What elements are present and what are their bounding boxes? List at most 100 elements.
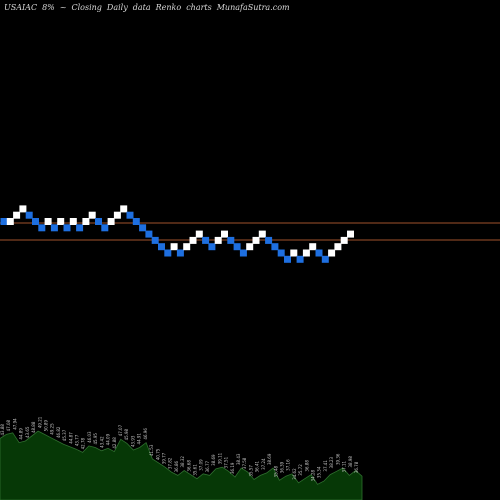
brick-21 [132, 218, 140, 225]
brick-6 [38, 224, 46, 232]
volume-label-8: 49.25 [50, 423, 55, 435]
data-label: data [132, 3, 151, 12]
volume-label-24: 41.53 [149, 444, 154, 456]
arrow: ~ [59, 3, 67, 12]
volume-panel [0, 430, 363, 500]
volume-label-38: 38.43 [236, 453, 241, 465]
brick-5 [32, 218, 39, 225]
volume-label-22: 44.91 [137, 433, 142, 445]
volume-label-56: 38.98 [348, 456, 353, 468]
brick-46 [290, 249, 298, 257]
volume-label-0: 43.88 [0, 424, 5, 436]
volume-label-17: 44.09 [106, 433, 111, 445]
brick-23 [145, 230, 153, 238]
volume-label-45: 36.39 [280, 461, 285, 473]
brick-20 [126, 211, 134, 219]
volume-label-13: 42.78 [81, 437, 86, 449]
volume-label-39: 37.58 [242, 457, 247, 469]
brick-3 [19, 205, 27, 213]
volume-label-28: 36.86 [174, 460, 179, 472]
volume-label-57: 36.78 [354, 461, 359, 473]
volume-label-23: 46.96 [143, 428, 148, 440]
brick-41 [258, 230, 266, 238]
volume-label-31: 35.61 [192, 464, 197, 476]
volume-label-40: 35.57 [248, 465, 253, 477]
brick-49 [309, 243, 317, 251]
volume-label-20: 45.98 [124, 428, 129, 440]
volume-label-15: 45.95 [93, 433, 98, 445]
brick-33 [208, 243, 216, 251]
volume-label-5: 48.88 [31, 421, 36, 433]
brick-25 [158, 243, 165, 251]
brick-2 [13, 211, 21, 219]
volume-label-7: 50.89 [44, 420, 49, 432]
brick-38 [239, 249, 247, 257]
brick-10 [63, 224, 71, 232]
volume-label-33: 36.77 [205, 460, 210, 472]
brick-18 [113, 211, 121, 219]
volume-label-2: 47.94 [12, 418, 17, 430]
volume-area [0, 430, 363, 500]
volume-label-12: 43.77 [74, 434, 79, 446]
brick-54 [340, 236, 348, 244]
brick-1 [6, 218, 14, 225]
volume-label-4: 43.65 [25, 426, 30, 438]
volume-label-50: 34.28 [311, 469, 316, 481]
volume-label-19: 47.07 [118, 424, 123, 436]
brick-9 [57, 218, 65, 225]
brick-13 [82, 218, 90, 225]
brick-0 [0, 218, 8, 225]
brick-55 [347, 230, 354, 238]
volume-label-6: 49.21 [37, 416, 42, 428]
brick-29 [183, 243, 191, 251]
volume-label-44: 35.48 [273, 465, 278, 477]
brick-36 [227, 236, 235, 244]
volume-label-46: 37.16 [286, 459, 291, 471]
brick-30 [189, 236, 197, 244]
brick-45 [284, 255, 291, 263]
brick-8 [50, 224, 58, 232]
volume-label-10: 45.37 [62, 429, 67, 441]
volume-label-16: 43.42 [99, 436, 104, 448]
brick-16 [101, 224, 109, 232]
volume-label-18: 42.88 [112, 437, 117, 449]
chart-name: Renko [155, 3, 182, 12]
brick-27 [170, 243, 178, 251]
volume-label-55: 37.11 [342, 461, 347, 473]
brick-48 [302, 249, 310, 257]
volume-label-37: 36.19 [230, 462, 235, 474]
brick-40 [252, 236, 260, 244]
renko-bricks [0, 205, 354, 263]
brick-19 [120, 205, 128, 213]
brick-31 [195, 230, 203, 238]
volume-label-42: 37.24 [261, 458, 266, 470]
volume-label-51: 35.34 [317, 466, 322, 478]
chart-header: USAIAC 8% ~ Closing Daily data Renko charts Muna… [4, 3, 295, 12]
volume-label-9: 46.82 [56, 426, 61, 438]
brick-32 [202, 236, 210, 244]
brick-14 [88, 211, 96, 219]
brick-12 [76, 224, 84, 232]
brick-26 [164, 249, 172, 257]
brick-37 [233, 243, 241, 251]
mode: Closing [71, 3, 102, 12]
brick-7 [44, 218, 52, 225]
volume-label-41: 36.41 [255, 460, 260, 472]
volume-label-26: 39.77 [162, 452, 167, 464]
brick-43 [271, 243, 279, 251]
brick-15 [95, 218, 102, 225]
suffix: charts [186, 3, 212, 12]
volume-label-53: 38.23 [329, 456, 334, 468]
brick-22 [139, 224, 147, 232]
volume-label-54: 39.36 [335, 453, 340, 465]
volume-label-35: 39.11 [217, 452, 222, 464]
volume-label-36: 37.51 [224, 456, 229, 468]
volume-label-43: 38.69 [267, 453, 272, 465]
brick-28 [176, 249, 184, 257]
change: 8% [42, 3, 55, 12]
brick-24 [151, 236, 159, 244]
volume-label-11: 44.87 [68, 432, 73, 444]
volume-label-25: 40.75 [155, 448, 160, 460]
volume-label-52: 37.41 [323, 460, 328, 472]
volume-label-21: 43.93 [130, 435, 135, 447]
